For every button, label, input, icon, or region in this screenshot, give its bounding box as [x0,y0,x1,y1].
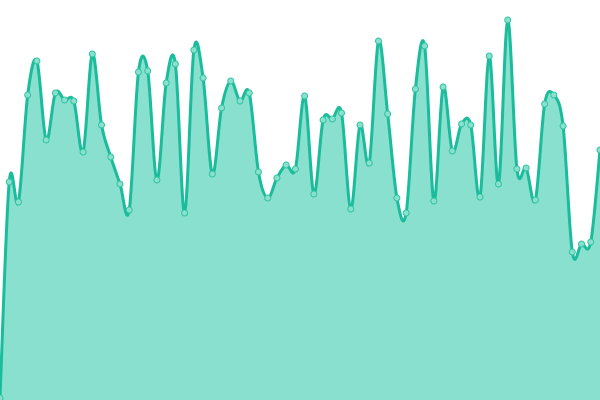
data-point [291,165,299,173]
data-point [587,238,595,246]
data-point [494,180,502,188]
data-point [107,153,115,161]
data-point [319,116,327,124]
data-point [485,52,493,60]
data-point [467,121,475,129]
data-point [513,165,521,173]
data-point [125,206,133,214]
data-point [254,168,262,176]
data-point [70,97,78,105]
data-point [88,50,96,58]
data-point [144,67,152,75]
data-point [0,394,4,400]
data-points [0,16,600,400]
data-point [458,120,466,128]
data-point [61,96,69,104]
data-point [245,89,253,97]
data-point [42,136,50,144]
data-point [162,79,170,87]
data-point [171,60,179,68]
data-point [568,248,576,256]
data-point [310,190,318,198]
data-point [550,91,558,99]
data-point [522,164,530,172]
data-point [430,197,438,205]
data-point [347,205,355,213]
data-point [365,159,373,167]
data-point [541,100,549,108]
data-point [218,104,226,112]
data-point [448,147,456,155]
data-point [596,146,600,154]
data-point [33,57,41,65]
data-point [273,174,281,182]
data-point [402,209,410,217]
data-point [236,97,244,105]
data-point [411,85,419,93]
data-point [227,77,235,85]
data-point [153,176,161,184]
data-point [199,74,207,82]
data-point [421,42,429,50]
data-point [338,109,346,117]
data-point [181,209,189,217]
data-point [531,196,539,204]
data-point [208,170,216,178]
data-point [5,178,13,186]
data-point [79,148,87,156]
data-point [328,115,336,123]
data-point [264,194,272,202]
data-point [356,121,364,129]
data-point [476,193,484,201]
data-point [384,110,392,118]
data-point [51,89,59,97]
data-point [559,122,567,130]
data-point [190,46,198,54]
data-point [393,194,401,202]
data-point [578,240,586,248]
data-point [134,68,142,76]
data-point [116,180,124,188]
data-point [14,198,22,206]
data-point [98,121,106,129]
data-point [282,161,290,169]
data-point [374,37,382,45]
data-point [504,16,512,24]
data-point [24,91,32,99]
data-point [301,92,309,100]
data-point [439,83,447,91]
